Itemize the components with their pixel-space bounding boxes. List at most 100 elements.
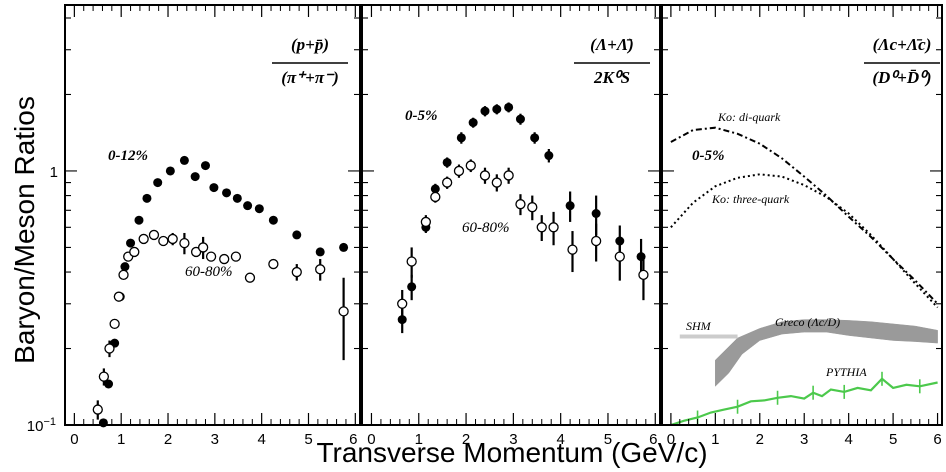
curve-green <box>670 377 938 427</box>
data-point <box>113 291 124 302</box>
x-tick-label: 1 <box>415 431 423 448</box>
curve-dashdot <box>670 126 939 305</box>
data-point <box>222 188 232 198</box>
data-point <box>515 199 526 210</box>
data-point <box>468 118 478 128</box>
data-point <box>515 114 525 124</box>
x-tick-label: 4 <box>844 431 852 448</box>
data-point <box>430 191 441 203</box>
data-point <box>118 269 129 280</box>
data-point <box>138 233 149 245</box>
data-point <box>153 178 163 188</box>
data-point <box>407 282 417 292</box>
data-point <box>536 222 547 233</box>
panel-frame <box>64 4 361 426</box>
data-point <box>219 253 230 265</box>
data-point <box>268 258 279 270</box>
data-point <box>129 246 140 258</box>
data-point <box>244 272 256 283</box>
data-point <box>291 266 302 278</box>
data-point <box>315 247 325 257</box>
x-tick-label: 3 <box>211 431 219 448</box>
x-tick-label: 2 <box>756 431 764 448</box>
data-point <box>504 102 514 112</box>
y-tick-label: 10−1 <box>27 416 56 435</box>
data-point <box>134 215 144 225</box>
data-point <box>205 251 217 262</box>
panel-ticks <box>65 5 360 426</box>
series-label: 0-5% <box>405 108 438 124</box>
x-tick-label: 0 <box>667 431 675 448</box>
data-point <box>530 133 540 143</box>
ratio-label: (Λc+Λ̄c) (D⁰+D̄⁰) <box>864 35 940 87</box>
curve-label: PYTHIA <box>825 365 867 379</box>
y-tick-label: 1 <box>50 164 58 181</box>
band-label: Greco (Λc/D) <box>775 315 840 329</box>
data-point <box>479 170 491 181</box>
x-tick-label: 6 <box>349 431 357 448</box>
panel-ticks <box>362 5 660 426</box>
data-point <box>503 170 514 181</box>
data-point <box>268 215 278 225</box>
data-point <box>104 343 115 354</box>
series-open <box>92 229 349 420</box>
y-axis-title: Baryon/Meson Ratios <box>9 96 40 364</box>
data-point <box>441 177 453 188</box>
panel-frame <box>361 4 661 426</box>
data-point <box>430 184 440 194</box>
data-point <box>158 235 169 247</box>
greco-band <box>715 319 938 387</box>
x-tick-label: 4 <box>556 431 564 448</box>
x-tick-label: 2 <box>462 431 470 448</box>
data-point <box>442 157 452 167</box>
data-point <box>548 222 559 233</box>
data-point <box>397 298 408 309</box>
data-point <box>190 172 200 182</box>
data-point <box>591 209 601 219</box>
x-tick-label: 5 <box>304 431 312 448</box>
centrality-label: 0-5% <box>692 148 725 164</box>
data-point <box>243 201 253 211</box>
x-tick-label: 5 <box>889 431 897 448</box>
data-point <box>420 216 432 228</box>
panel-ticks <box>662 5 942 426</box>
data-point <box>120 262 130 272</box>
x-tick-label: 2 <box>164 431 172 448</box>
data-point <box>453 165 465 177</box>
series-filled <box>397 102 646 334</box>
data-point <box>230 251 242 262</box>
data-point <box>232 193 242 203</box>
ratio-denominator: 2K⁰S <box>593 68 630 87</box>
data-point <box>480 106 490 116</box>
series-filled <box>98 155 349 428</box>
data-point <box>527 202 538 213</box>
panel-frames <box>64 4 943 426</box>
data-point <box>567 244 578 255</box>
data-point <box>104 379 114 389</box>
panel-frame <box>661 4 943 426</box>
data-point <box>197 242 209 253</box>
data-point <box>638 269 649 280</box>
data-point <box>544 151 554 161</box>
data-point <box>179 155 189 165</box>
data-point <box>165 166 175 176</box>
panels: (p+p̄) (π⁺+π⁻) (Λ+Λ̄) 2K⁰S (Λc+Λ̄c) (D⁰+D̄⁰) 0… <box>92 35 940 428</box>
data-point <box>142 193 152 203</box>
data-point <box>167 233 178 245</box>
curve-dotted <box>670 173 939 309</box>
x-tick-label: 6 <box>649 431 657 448</box>
series-label: 0-12% <box>108 148 148 164</box>
data-point <box>92 404 103 415</box>
series-label: 60-80% <box>462 220 510 236</box>
x-tick-label: 1 <box>711 431 719 448</box>
data-point <box>179 237 190 249</box>
data-point <box>492 104 502 114</box>
y-tick-labels: 10−1 1 <box>27 164 58 435</box>
ratio-label: (Λ+Λ̄) 2K⁰S <box>574 35 650 87</box>
x-axis-title: Transverse Momentum (GeV/c) <box>316 437 707 468</box>
series-label: 60-80% <box>185 264 233 280</box>
data-point <box>292 230 302 240</box>
data-point <box>491 177 502 188</box>
